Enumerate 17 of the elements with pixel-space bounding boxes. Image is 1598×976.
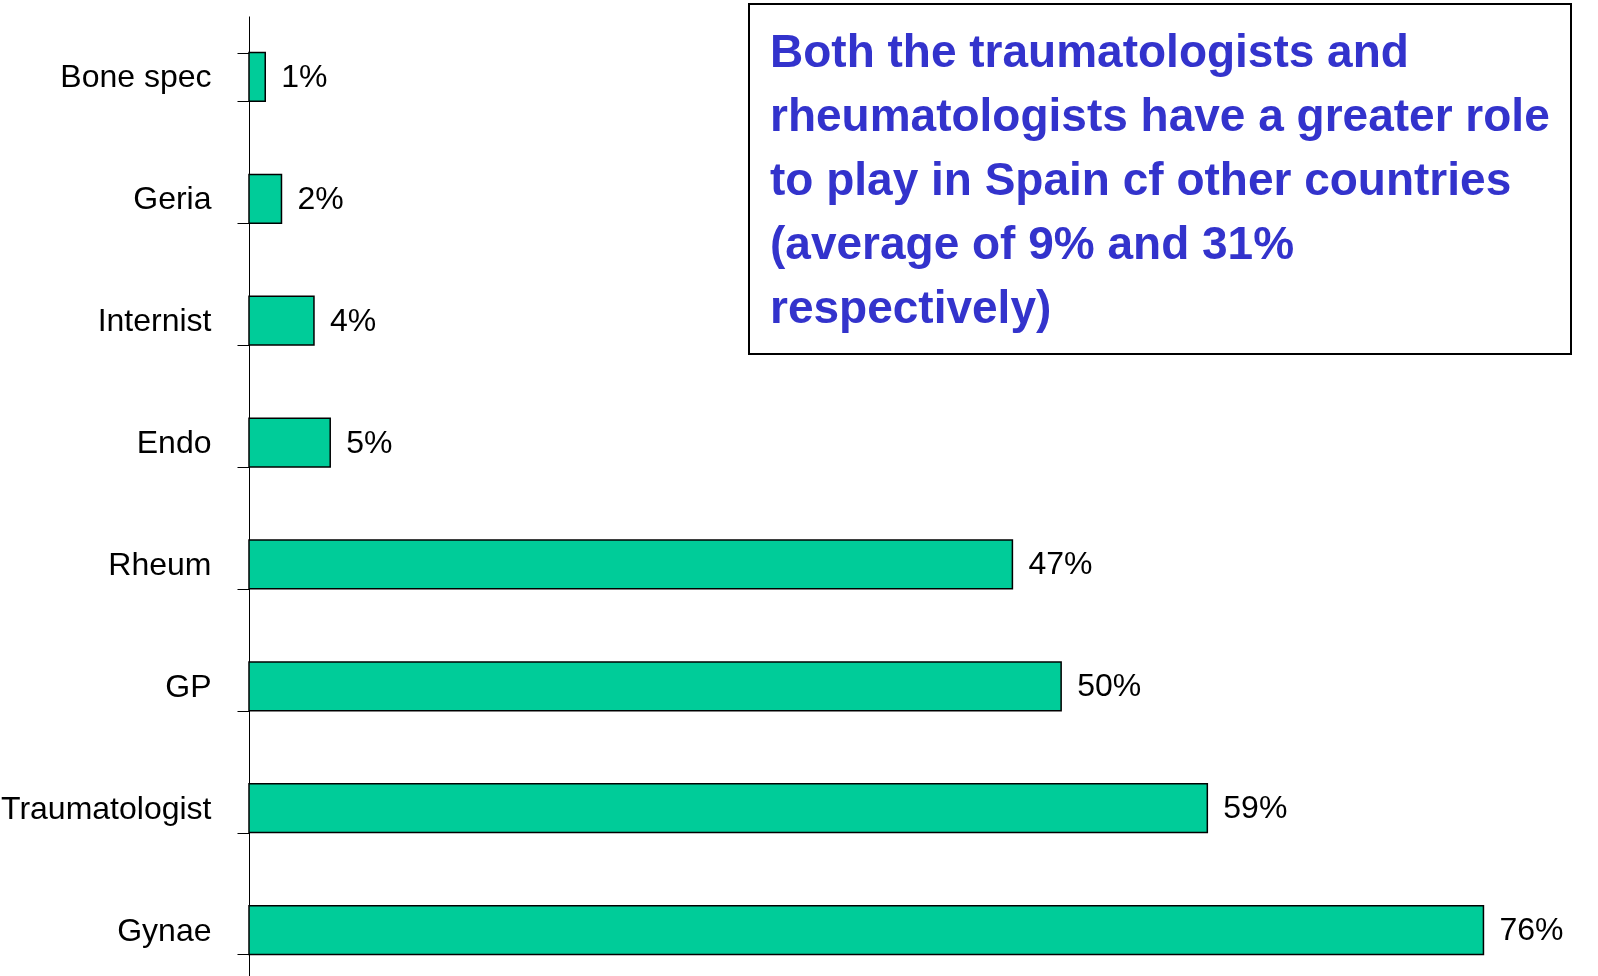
y-tick-label: Geria [133, 180, 212, 217]
y-tick-label: Rheum [108, 545, 212, 582]
y-tick-label: Gynae [117, 911, 212, 948]
data-label: 50% [1077, 667, 1142, 704]
data-label: 47% [1028, 545, 1093, 582]
data-label: 5% [346, 423, 393, 460]
y-tick-label: Bone spec [60, 58, 212, 95]
data-label: 59% [1223, 789, 1288, 826]
data-label: 2% [297, 179, 344, 216]
y-tick-label: Internist [97, 302, 212, 339]
data-label: 4% [329, 301, 377, 338]
y-tick-label: Endo [136, 424, 212, 461]
y-tick-label: Traumatologist [1, 789, 212, 826]
data-label: 76% [1499, 911, 1564, 948]
y-tick-label: GP [165, 667, 212, 704]
data-label: 1% [281, 57, 328, 94]
annotation: Both the traumatologists and rheumatologists have a greater role to play in Spain cf other countries (average of 9% and 31% respectively) [748, 3, 1572, 355]
